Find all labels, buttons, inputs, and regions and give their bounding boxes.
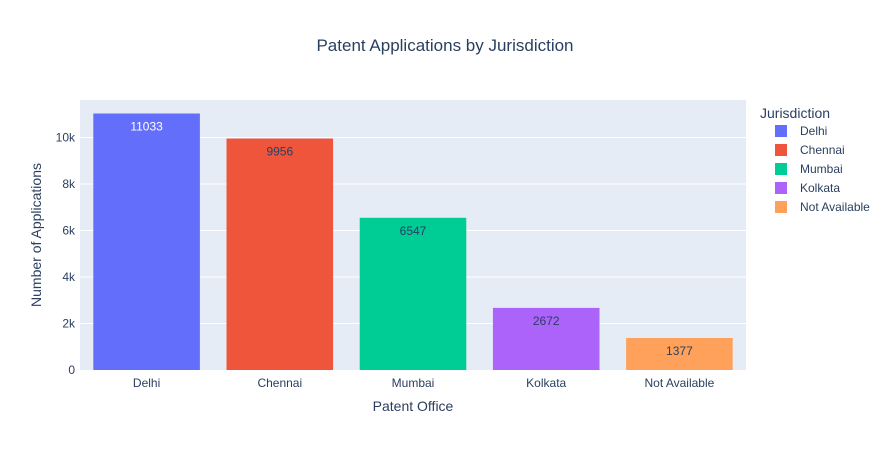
bar-value-label: 2672 [533, 314, 560, 328]
legend-swatch[interactable] [775, 125, 787, 137]
bar-not-available[interactable] [626, 337, 733, 370]
legend-swatch[interactable] [775, 144, 787, 156]
x-axis-title: Patent Office [373, 398, 454, 414]
data-labels: 11033 9956 6547 2672 1377 [130, 120, 693, 358]
bar-delhi[interactable] [93, 113, 200, 371]
legend-entry-label[interactable]: Kolkata [800, 181, 840, 195]
x-tick-label: Not Available [644, 376, 714, 390]
legend-swatch[interactable] [775, 201, 787, 213]
bar-value-label: 6547 [400, 224, 427, 238]
legend: Jurisdiction Delhi Chennai Mumbai Kolkata No… [760, 105, 870, 214]
chart-title: Patent Applications by Jurisdiction [316, 36, 573, 55]
legend-swatch[interactable] [775, 163, 787, 175]
bar-value-label: 11033 [130, 120, 163, 134]
legend-entry-label[interactable]: Not Available [800, 200, 870, 214]
x-tick-label: Kolkata [526, 376, 566, 390]
legend-entry-label[interactable]: Mumbai [800, 162, 843, 176]
bar-mumbai[interactable] [359, 217, 467, 370]
bar-value-label: 9956 [266, 145, 293, 159]
y-tick-label: 6k [62, 224, 76, 238]
bar-kolkata[interactable] [492, 307, 600, 370]
bars [93, 113, 733, 371]
y-axis-title: Number of Applications [28, 163, 44, 307]
y-tick-label: 10k [56, 131, 76, 145]
bar-chennai[interactable] [226, 138, 334, 370]
y-axis-ticks: 0 2k 4k 6k 8k 10k [56, 131, 76, 377]
y-tick-label: 0 [68, 363, 75, 377]
legend-swatch[interactable] [775, 182, 787, 194]
y-tick-label: 2k [62, 317, 76, 331]
legend-entry-label[interactable]: Chennai [800, 143, 845, 157]
legend-title: Jurisdiction [760, 105, 830, 121]
legend-entry-label[interactable]: Delhi [800, 124, 827, 138]
y-tick-label: 8k [62, 177, 76, 191]
x-tick-label: Chennai [257, 376, 302, 390]
y-tick-label: 4k [62, 270, 76, 284]
x-tick-label: Mumbai [392, 376, 435, 390]
bar-value-label: 1377 [666, 344, 693, 358]
x-tick-label: Delhi [133, 376, 160, 390]
x-axis-ticks: Delhi Chennai Mumbai Kolkata Not Available [133, 376, 715, 390]
